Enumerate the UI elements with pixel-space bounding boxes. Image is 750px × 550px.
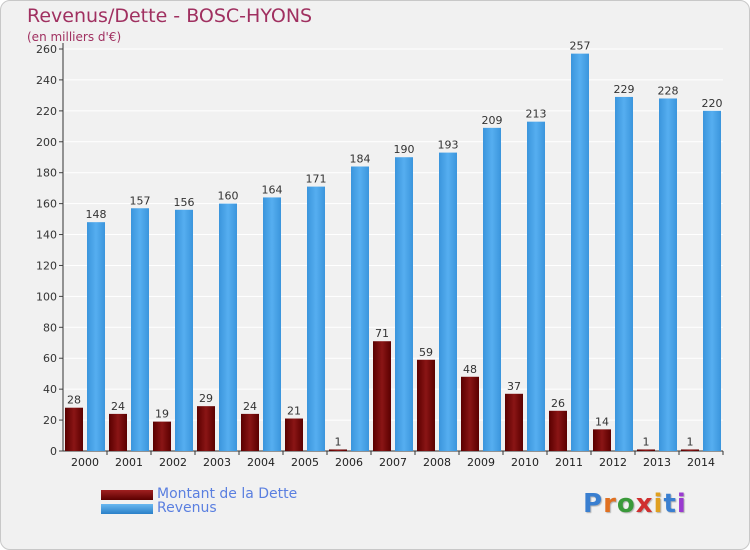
data-label-dette: 71: [375, 327, 389, 340]
x-tick-label: 2011: [555, 456, 583, 469]
data-label-dette: 21: [287, 405, 301, 418]
x-tick-label: 2006: [335, 456, 363, 469]
bar-dette: [681, 449, 699, 451]
x-tick-label: 2004: [247, 456, 275, 469]
bar-dette: [285, 418, 303, 451]
data-label-revenus: 157: [130, 194, 151, 207]
data-label-revenus: 229: [614, 83, 635, 96]
data-label-revenus: 156: [174, 196, 195, 209]
y-tick-label: 220: [36, 105, 57, 118]
data-label-revenus: 209: [482, 114, 503, 127]
data-label-revenus: 164: [262, 183, 283, 196]
bar-revenus: [395, 157, 413, 451]
x-tick-label: 2014: [687, 456, 715, 469]
y-tick-label: 240: [36, 74, 57, 87]
bar-dette: [417, 359, 435, 451]
legend-swatch-revenus: [101, 504, 153, 514]
bar-revenus: [659, 98, 677, 451]
data-label-dette: 29: [199, 392, 213, 405]
data-label-dette: 19: [155, 408, 169, 421]
x-tick-label: 2009: [467, 456, 495, 469]
y-tick-label: 180: [36, 167, 57, 180]
data-label-dette: 1: [643, 435, 650, 448]
data-label-revenus: 228: [658, 84, 679, 97]
bar-dette: [373, 341, 391, 451]
chart-title: Revenus/Dette - BOSC-HYONS: [27, 5, 313, 27]
bar-dette: [241, 413, 259, 451]
bar-revenus: [219, 203, 237, 451]
bar-revenus: [351, 166, 369, 451]
bar-dette: [109, 413, 127, 451]
x-tick-label: 2010: [511, 456, 539, 469]
bar-revenus: [263, 197, 281, 451]
bar-revenus: [615, 96, 633, 451]
bar-dette: [505, 393, 523, 451]
data-label-dette: 48: [463, 363, 477, 376]
bar-dette: [65, 407, 83, 451]
data-label-dette: 26: [551, 397, 565, 410]
bar-revenus: [571, 53, 589, 452]
x-tick-label: 2012: [599, 456, 627, 469]
chart-subtitle: (en milliers d'€): [27, 30, 122, 44]
data-label-revenus: 190: [394, 143, 415, 156]
x-tick-label: 2002: [159, 456, 187, 469]
data-label-dette: 28: [67, 394, 81, 407]
y-tick-label: 40: [43, 383, 57, 396]
plot-area: [63, 49, 723, 451]
data-label-dette: 14: [595, 415, 609, 428]
y-tick-label: 60: [43, 352, 57, 365]
data-label-revenus: 184: [350, 153, 371, 166]
x-tick-label: 2005: [291, 456, 319, 469]
bar-revenus: [703, 110, 721, 451]
x-tick-label: 2000: [71, 456, 99, 469]
bar-revenus: [439, 152, 457, 452]
bar-dette: [593, 429, 611, 451]
bar-dette: [329, 449, 347, 451]
y-tick-label: 100: [36, 290, 57, 303]
y-tick-label: 200: [36, 136, 57, 149]
data-label-revenus: 213: [526, 108, 547, 121]
bar-chart: 0 20 40 60 80 100 120 140 160 180 200 220 240 260 2000…: [36, 40, 724, 469]
data-label-revenus: 193: [438, 139, 459, 152]
bar-dette: [461, 376, 479, 451]
data-label-dette: 1: [335, 435, 342, 448]
y-tick-label: 20: [43, 414, 57, 427]
bar-revenus: [131, 208, 149, 451]
legend-label-revenus: Revenus: [157, 500, 217, 516]
bar-dette: [153, 421, 171, 451]
data-label-revenus: 220: [702, 97, 723, 110]
y-tick-label: 260: [36, 43, 57, 56]
data-label-revenus: 171: [306, 173, 327, 186]
x-tick-label: 2008: [423, 456, 451, 469]
bar-dette: [637, 449, 655, 451]
data-label-revenus: 148: [86, 208, 107, 221]
data-label-dette: 24: [111, 400, 125, 413]
x-tick-label: 2013: [643, 456, 671, 469]
y-tick-label: 120: [36, 259, 57, 272]
data-label-dette: 37: [507, 380, 521, 393]
legend-swatch-dette: [101, 490, 153, 500]
bar-revenus: [527, 121, 545, 452]
proxiti-logo: Proxiti: [583, 489, 687, 519]
data-label-revenus: 160: [218, 190, 239, 203]
y-tick-label: 160: [36, 198, 57, 211]
data-label-dette: 24: [243, 400, 257, 413]
data-label-revenus: 257: [570, 40, 591, 53]
bar-revenus: [307, 186, 325, 451]
bar-dette: [549, 410, 567, 451]
bar-revenus: [87, 222, 105, 451]
bar-dette: [197, 406, 215, 451]
bar-revenus: [175, 209, 193, 451]
y-tick-label: 0: [50, 445, 57, 458]
x-tick-label: 2003: [203, 456, 231, 469]
legend-label-dette: Montant de la Dette: [157, 486, 298, 502]
x-tick-label: 2007: [379, 456, 407, 469]
y-tick-label: 80: [43, 321, 57, 334]
data-label-dette: 59: [419, 346, 433, 359]
x-tick-label: 2001: [115, 456, 143, 469]
bar-revenus: [483, 127, 501, 451]
data-label-dette: 1: [687, 435, 694, 448]
y-tick-label: 140: [36, 229, 57, 242]
